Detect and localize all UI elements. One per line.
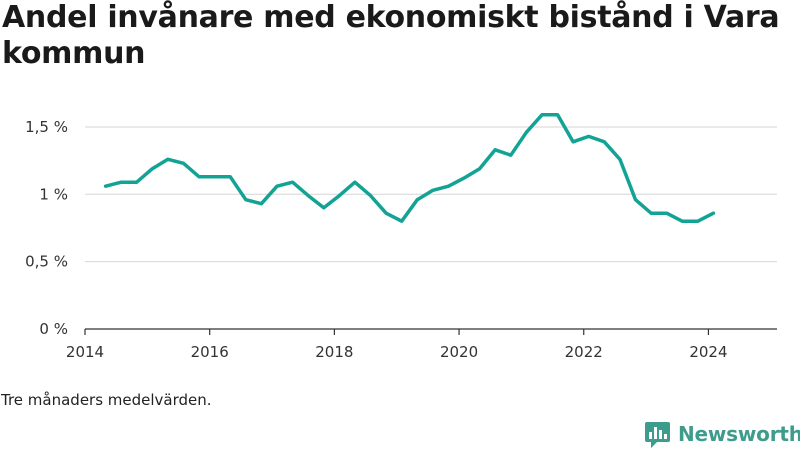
series-group (103, 113, 716, 223)
y-tick-label: 0,5 % (25, 253, 68, 271)
x-tick-label: 2018 (315, 343, 353, 361)
brand-logo: Newsworthy (644, 419, 800, 449)
chart-title: Andel invånare med ekonomiskt bistånd i … (2, 0, 780, 71)
gridlines (85, 126, 777, 263)
brand-name: Newsworthy (678, 422, 800, 446)
y-tick-label: 1 % (39, 185, 68, 203)
x-tick-label: 2020 (440, 343, 478, 361)
series-line (103, 113, 716, 223)
x-tick-label: 2024 (689, 343, 727, 361)
newsworthy-logo-icon (645, 422, 670, 448)
x-tick-label: 2014 (66, 343, 104, 361)
y-axis: 0 % 0,5 % 1 % 1,5 % (25, 118, 68, 338)
x-tick-label: 2022 (565, 343, 603, 361)
y-tick-label: 1,5 % (25, 118, 68, 136)
y-tick-label: 0 % (39, 320, 68, 338)
x-tick-label: 2016 (191, 343, 229, 361)
x-axis: 2014 2016 2018 2020 2022 2024 (66, 328, 777, 361)
chart-footnote: Tre månaders medelvärden. (1, 391, 212, 409)
